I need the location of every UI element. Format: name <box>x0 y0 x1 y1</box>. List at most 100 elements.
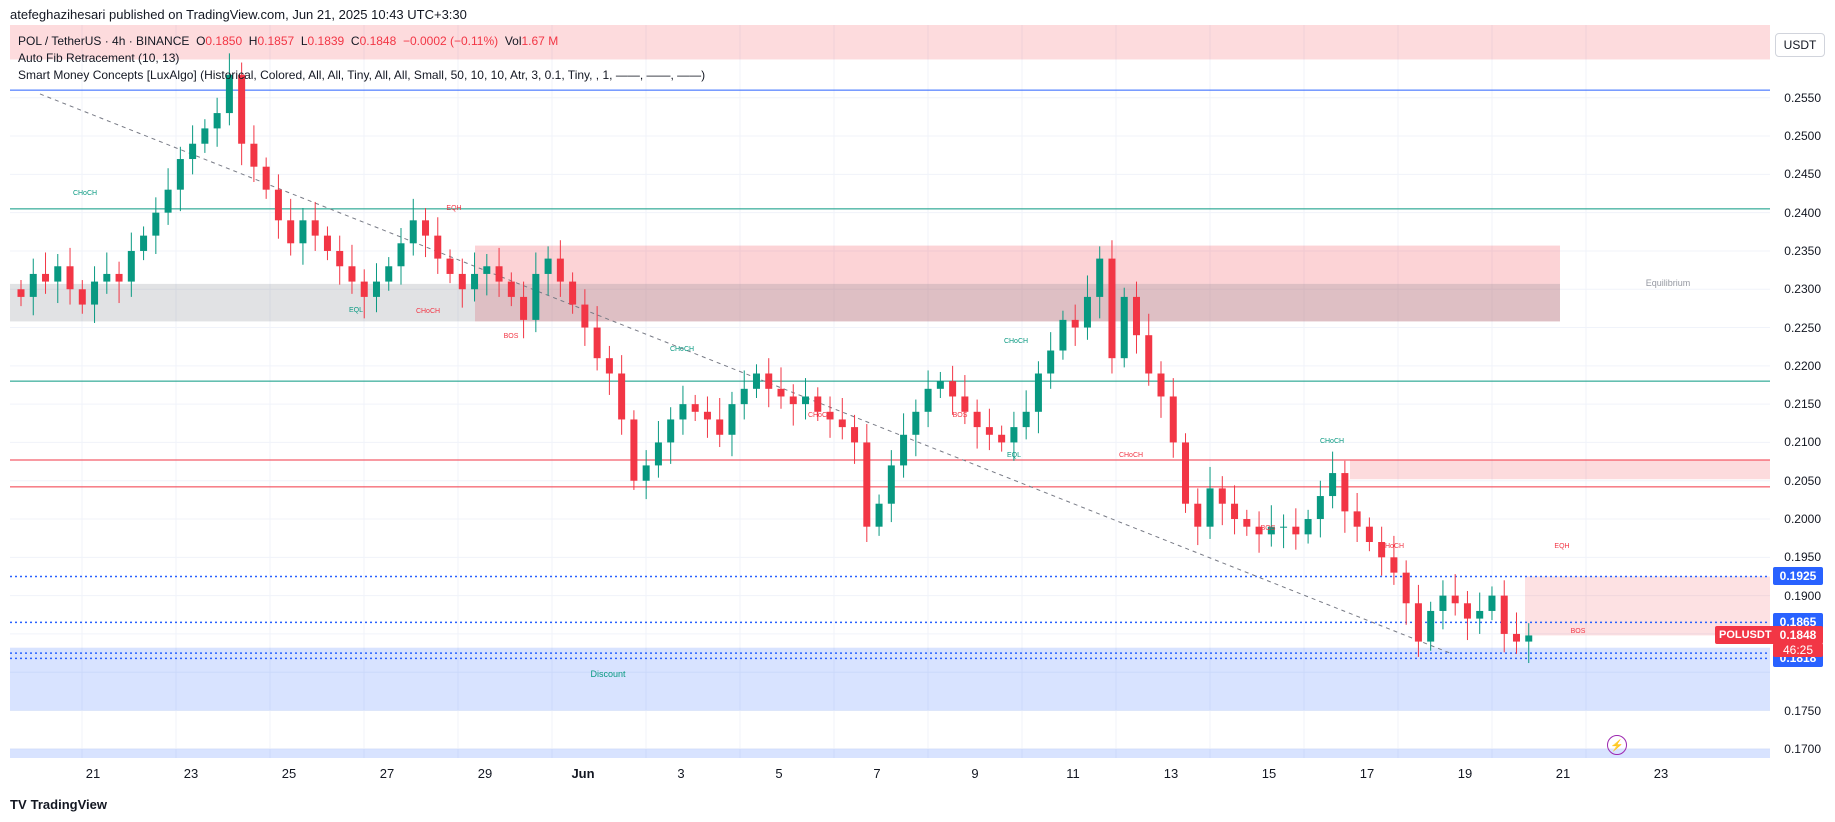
time-axis-label: 27 <box>379 766 395 781</box>
price-axis-label: 0.2050 <box>1784 473 1821 488</box>
smc-label: BOS <box>953 412 968 419</box>
time-axis-label: 19 <box>1457 766 1473 781</box>
smc-label: EQH <box>446 205 461 212</box>
candle-body <box>1463 603 1471 619</box>
candle-body <box>1341 473 1349 512</box>
price-axis-label: 0.2100 <box>1784 435 1821 450</box>
time-axis-label: 9 <box>971 766 979 781</box>
candle-body <box>900 434 908 466</box>
candle-body <box>936 381 944 389</box>
tradingview-logo-icon: TV <box>10 797 27 812</box>
time-axis-label: 23 <box>183 766 199 781</box>
candle-countdown: 46:25 <box>1773 643 1823 658</box>
equilibrium-label: Equilibrium <box>1646 278 1691 288</box>
candle-body <box>458 273 466 290</box>
candle-body <box>777 388 785 397</box>
candle-body <box>740 388 748 405</box>
low-value: 0.1839 <box>307 34 345 48</box>
high-value: 0.1857 <box>257 34 295 48</box>
low-label: L <box>300 34 308 48</box>
price-chart[interactable]: CHoCH EQH EQL CHoCH BOS CHoCH CHoCH CHoCH BOS EQL… <box>10 25 1770 758</box>
lightning-icon[interactable]: ⚡ <box>1607 735 1627 755</box>
close-value: 0.1848 <box>359 34 397 48</box>
volume-label: Vol <box>504 34 522 48</box>
symbol-title[interactable]: POL / TetherUS · 4h · BINANCE <box>18 34 190 48</box>
candle-body <box>1451 595 1459 604</box>
price-tag: 0.1925 <box>1773 567 1823 586</box>
candle-body <box>471 273 479 290</box>
high-label: H <box>248 34 258 48</box>
time-axis[interactable]: 21 23 25 27 29 Jun 3 5 7 9 11 13 15 17 19 21 23 <box>10 758 1770 788</box>
candle-body <box>507 281 515 297</box>
zone-supply-3 <box>1525 576 1770 636</box>
candle-body <box>605 358 613 374</box>
candle-body <box>716 419 724 435</box>
price-axis-label: 0.2450 <box>1784 167 1821 182</box>
candle-body <box>1525 635 1533 642</box>
candle-body <box>213 113 221 129</box>
candle-body <box>654 442 662 466</box>
candle-body <box>164 189 172 213</box>
time-axis-label: 7 <box>873 766 881 781</box>
candle-body <box>912 411 920 435</box>
candle-body <box>851 427 859 443</box>
candle-body <box>875 503 883 527</box>
time-axis-label: 25 <box>281 766 297 781</box>
candle-body <box>66 266 74 290</box>
candle-body <box>1120 296 1128 359</box>
open-value: 0.1850 <box>205 34 243 48</box>
chart-legend: POL / TetherUS · 4h · BINANCE O0.1850 H0… <box>18 33 705 84</box>
candle-body <box>1488 595 1496 611</box>
candle-body <box>372 281 380 297</box>
candle-body <box>838 419 846 428</box>
time-axis-label: 21 <box>1555 766 1571 781</box>
candle-body <box>1402 572 1410 604</box>
candle-body <box>765 373 773 389</box>
time-axis-label: 5 <box>775 766 783 781</box>
price-axis-label: 0.1950 <box>1784 550 1821 565</box>
candle-body <box>1439 595 1447 611</box>
candle-body <box>274 189 282 221</box>
time-axis-label: 3 <box>677 766 685 781</box>
currency-button[interactable]: USDT <box>1775 33 1825 57</box>
volume-value: 1.67 M <box>521 34 559 48</box>
footer: TV TradingView <box>10 797 107 812</box>
candle-body <box>1476 610 1484 619</box>
candle-body <box>127 250 135 282</box>
candle-body <box>42 273 50 282</box>
candle-body <box>189 143 197 160</box>
candle-body <box>544 258 552 274</box>
smc-label: CHoCH <box>416 308 440 315</box>
candle-body <box>961 396 969 412</box>
candle-body <box>29 273 37 297</box>
candle-body <box>630 419 638 481</box>
candle-body <box>556 258 564 282</box>
candle-body <box>826 411 834 420</box>
candle-body <box>495 266 503 282</box>
indicator-fib[interactable]: Auto Fib Retracement (10, 13) <box>18 51 180 65</box>
candle-body <box>1316 496 1324 520</box>
price-axis-label: 0.2150 <box>1784 397 1821 412</box>
candle-body <box>1378 542 1386 558</box>
candle-body <box>728 404 736 435</box>
candle-body <box>789 396 797 405</box>
candle-body <box>1108 258 1116 359</box>
trend-line <box>39 93 1451 654</box>
candle-body <box>1243 519 1251 527</box>
indicator-smc[interactable]: Smart Money Concepts [LuxAlgo] (Historic… <box>18 68 706 82</box>
price-axis-label: 0.2300 <box>1784 282 1821 297</box>
price-axis[interactable]: 0.2550 0.2500 0.2450 0.2400 0.2350 0.2300 0.22… <box>1770 25 1835 758</box>
smc-label: CHoCH <box>808 412 832 419</box>
candle-body <box>863 442 871 527</box>
change-value: −0.0002 (−0.11%) <box>402 34 499 48</box>
candle-body <box>1414 603 1422 642</box>
candle-body <box>667 419 675 443</box>
smc-label: EQL <box>1007 452 1021 459</box>
chart-canvas: CHoCH EQH EQL CHoCH BOS CHoCH CHoCH CHoCH BOS EQL… <box>10 25 1770 758</box>
candle-body <box>998 434 1006 443</box>
smc-label: BOS <box>1571 628 1586 635</box>
candle-body <box>115 273 123 282</box>
close-label: C <box>350 34 360 48</box>
candle-body <box>1267 526 1275 535</box>
candle-body <box>1365 526 1373 543</box>
